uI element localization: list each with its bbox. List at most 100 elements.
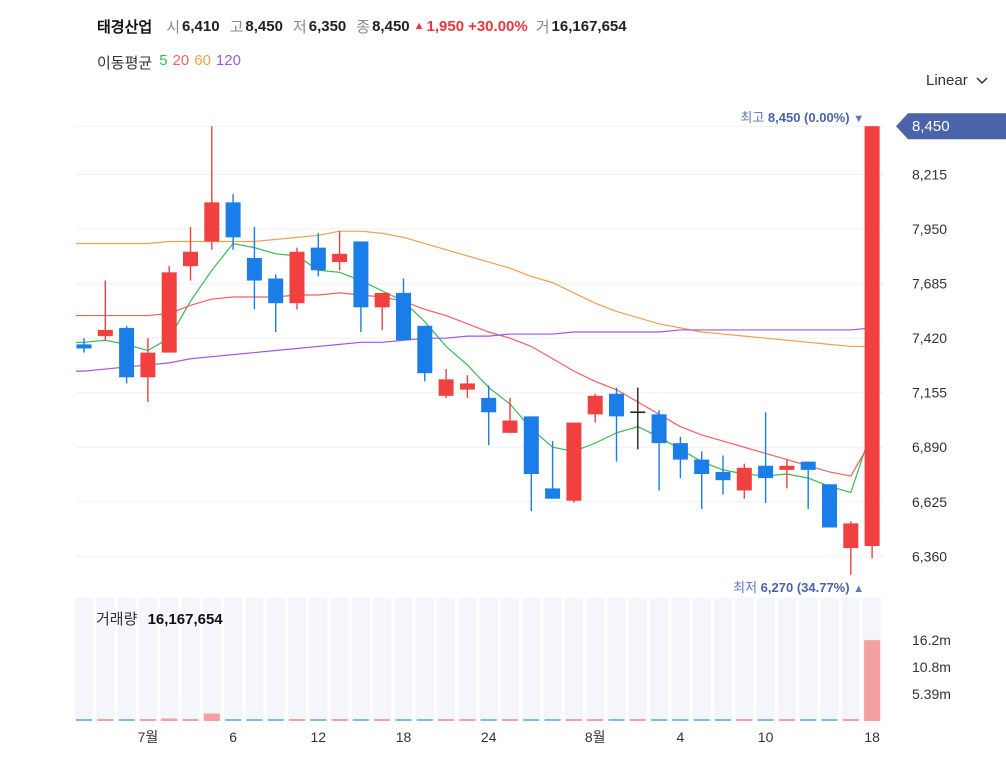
ma-legend-60[interactable]: 60 [194, 52, 211, 69]
candle-body [566, 422, 582, 501]
volume-bar [246, 719, 263, 721]
volume-bar [459, 719, 476, 721]
volume-slot [799, 598, 818, 721]
candle [374, 292, 390, 330]
scale-selector[interactable]: Linear [926, 72, 988, 89]
ma-legend-5[interactable]: 5 [159, 52, 168, 69]
volume-slot [607, 598, 626, 721]
candle [566, 422, 582, 503]
ma20-line [76, 292, 873, 477]
volume-bar [76, 719, 92, 721]
volume-bar [118, 719, 135, 721]
candle-body [843, 523, 859, 549]
volume-bar [203, 713, 220, 721]
candle-body [736, 467, 752, 491]
volume-slot [479, 598, 498, 721]
candle-body [268, 278, 284, 304]
candle [183, 227, 198, 281]
volume-bar [800, 719, 817, 721]
volume-slot [160, 598, 179, 721]
high-annotation: 최고 8,450 (0.00%) ▼ [740, 110, 864, 125]
volume-slot [309, 598, 328, 721]
date-tick-label: 4 [677, 729, 685, 745]
candle [843, 521, 859, 575]
candle [204, 126, 220, 250]
candle [225, 194, 241, 250]
volume-bar [651, 719, 668, 721]
candle [758, 412, 774, 503]
volume-slot [714, 598, 732, 721]
volume-bar [395, 719, 412, 721]
price-tick-label: 7,950 [912, 221, 947, 237]
candle [630, 387, 646, 450]
candle-body [758, 465, 774, 479]
candle [587, 393, 603, 423]
volume-bar [502, 719, 518, 721]
candle [822, 484, 837, 528]
volume-bar [438, 719, 455, 721]
volume-bar [331, 719, 348, 721]
price-tag-label: 8,450 [912, 118, 950, 135]
low-annotation: 최저 6,270 (34.77%) ▲ [733, 580, 864, 595]
ma120-line [76, 327, 873, 372]
scale-selector-label: Linear [926, 72, 968, 89]
candle [523, 416, 539, 512]
ma-legend-120[interactable]: 120 [215, 52, 241, 69]
candle [459, 375, 475, 398]
volume-slot [777, 598, 796, 721]
candle-body [523, 416, 539, 474]
candle [97, 280, 113, 341]
volume-slot [650, 598, 669, 721]
volume-slot [117, 598, 136, 721]
volume-tick-label: 16.2m [912, 632, 951, 648]
volume-bar [821, 719, 838, 721]
volume-tick-label: 5.39m [912, 686, 951, 702]
candle-body [119, 327, 135, 378]
volume-slot [224, 598, 243, 721]
candle-body [459, 383, 475, 390]
candle-body [587, 395, 603, 415]
candle-body [694, 459, 710, 474]
candle [864, 126, 880, 559]
volume-slot [543, 598, 562, 721]
price-tick-label: 6,890 [912, 439, 947, 455]
candle [417, 325, 433, 382]
candle-body [246, 257, 262, 281]
volume-bar [757, 719, 774, 721]
volume-slot [288, 598, 306, 721]
candle-body [651, 414, 667, 444]
ma5-line [76, 242, 873, 494]
volume-slot [671, 598, 690, 721]
volume-slot [415, 598, 434, 721]
volume-slot [841, 598, 860, 721]
candle [119, 325, 135, 384]
volume-slot [202, 598, 221, 721]
candle-body [672, 443, 688, 460]
candles [76, 126, 880, 575]
volume-bar [289, 719, 305, 721]
volume-slot [373, 598, 392, 721]
close-value: 8,450 [372, 17, 410, 35]
volume-slot [564, 598, 583, 721]
date-tick-label: 6 [229, 729, 237, 745]
volume-label: 거 [535, 18, 550, 36]
volume-bar [565, 719, 582, 721]
candle-body [822, 484, 837, 528]
high-label: 고 [229, 18, 244, 36]
volume-tick-label: 10.8m [912, 659, 951, 675]
volume-bar [693, 719, 710, 721]
candle [310, 233, 326, 277]
volume-legend: 거래량 16,167,654 [96, 608, 223, 629]
quote-header: 태경산업 시 6,410 고 8,450 저 6,350 종 8,450 ▲ 1… [97, 14, 637, 38]
volume-slot [351, 598, 370, 721]
volume-slot [330, 598, 349, 721]
volume-panel [75, 598, 882, 721]
volume-slot [735, 598, 754, 721]
volume-bar [225, 719, 242, 721]
volume-bar [629, 719, 646, 721]
price-tick-label: 8,215 [912, 167, 947, 183]
ma-legend-20[interactable]: 20 [172, 52, 190, 69]
candle-body [800, 461, 816, 470]
volume-slot [756, 598, 775, 721]
